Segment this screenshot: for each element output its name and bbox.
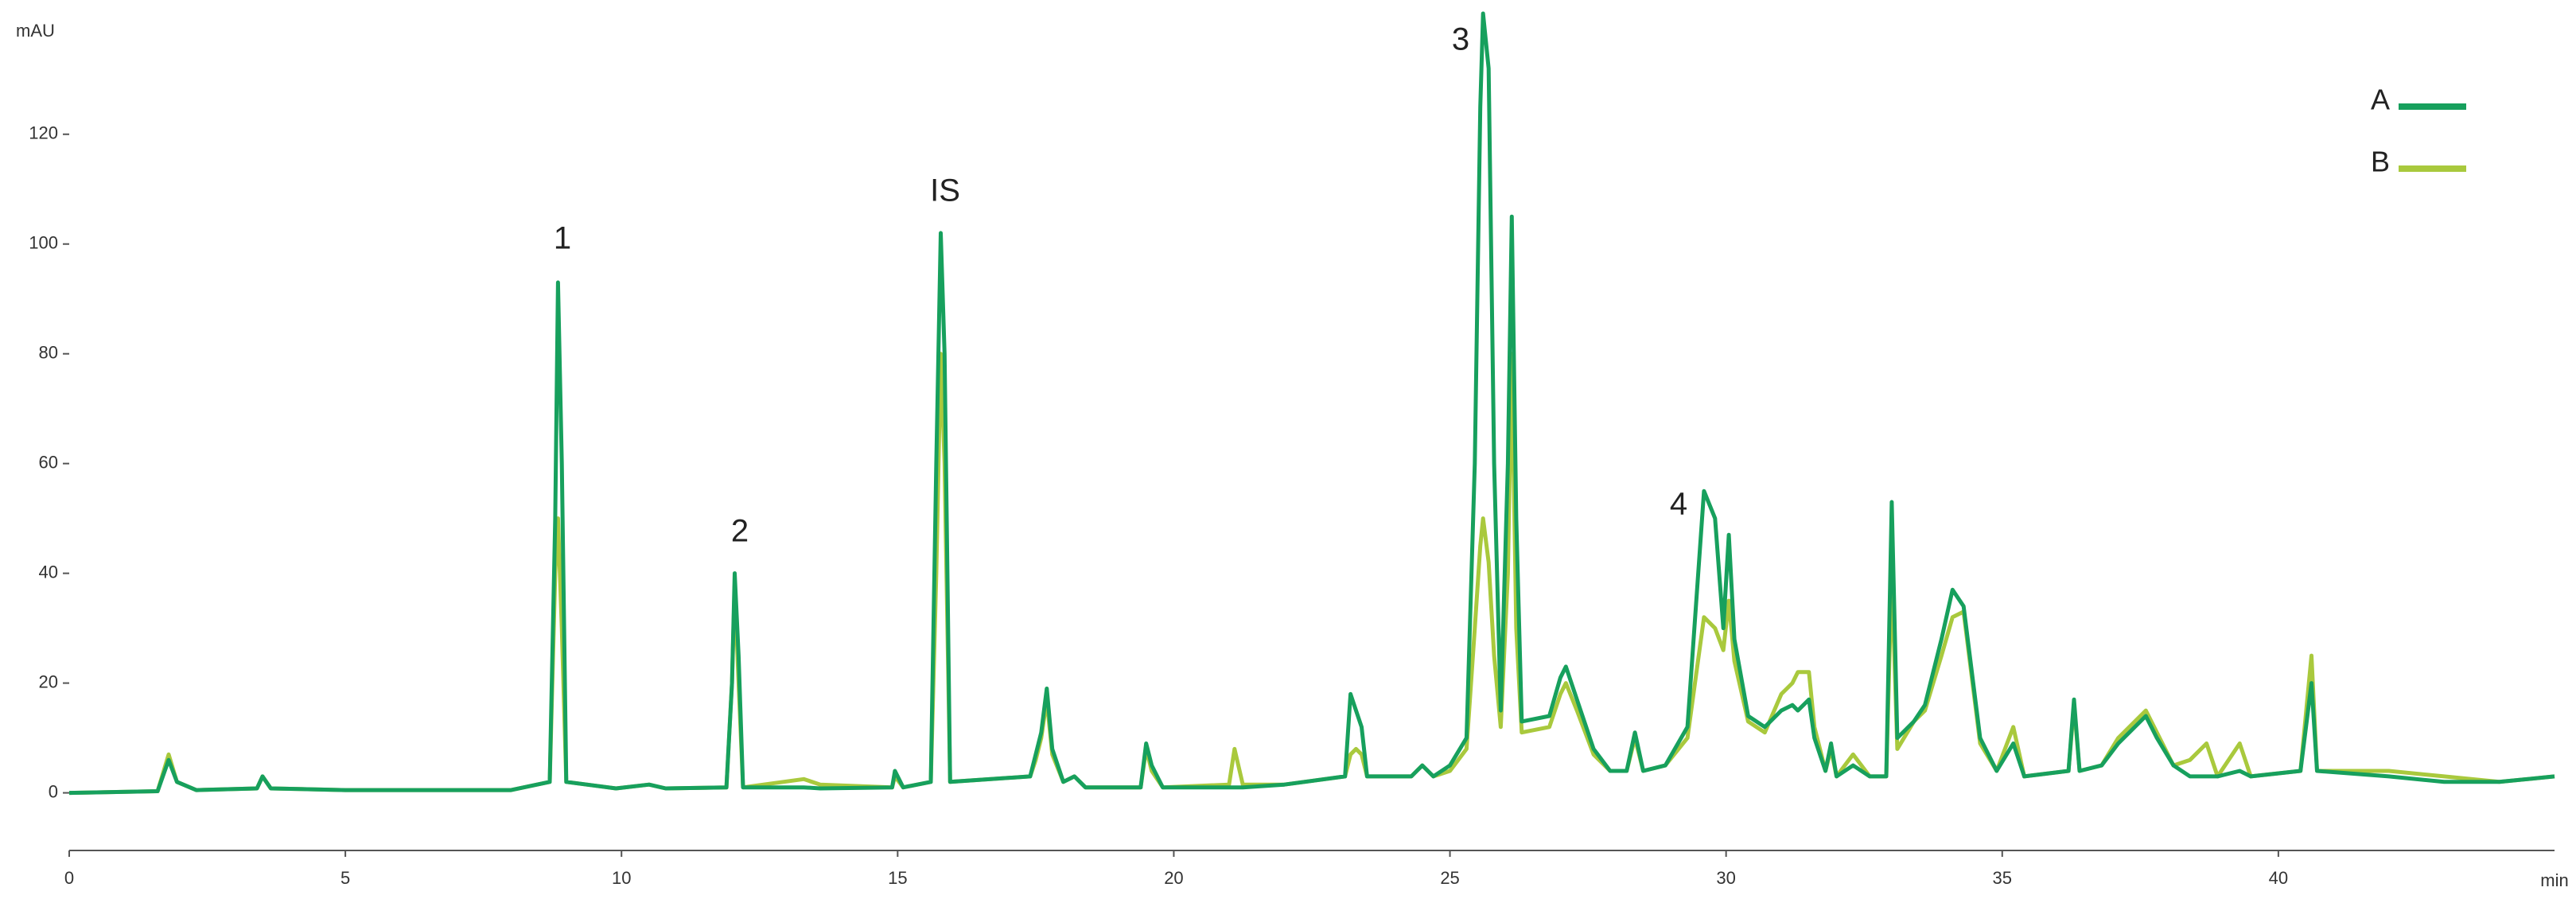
x-tick-label: 20 [1164, 868, 1183, 888]
peak-label: 4 [1670, 487, 1687, 522]
x-tick-label: 15 [888, 868, 907, 888]
legend-label: A [2371, 84, 2390, 116]
y-tick-label: 60 [39, 452, 58, 472]
y-tick-label: 20 [39, 671, 58, 691]
y-tick-label: 100 [29, 233, 58, 253]
x-tick-label: 5 [340, 868, 350, 888]
x-axis-label: min [2540, 870, 2568, 890]
peak-label: 1 [554, 221, 571, 256]
legend-label: B [2371, 146, 2390, 178]
x-tick-label: 0 [64, 868, 74, 888]
series-line [68, 352, 2555, 796]
x-tick-label: 10 [612, 868, 631, 888]
y-tick-label: 120 [29, 123, 58, 143]
peak-label: 3 [1452, 22, 1469, 57]
x-tick-label: 25 [1440, 868, 1459, 888]
peak-label: IS [930, 173, 960, 208]
y-tick-label: 80 [39, 343, 58, 363]
x-tick-label: 40 [2269, 868, 2288, 888]
series-line [68, 11, 2555, 796]
x-tick-label: 30 [1716, 868, 1735, 888]
x-tick-label: 35 [1993, 868, 2012, 888]
y-tick-label: 40 [39, 562, 58, 582]
y-axis-label: mAU [16, 21, 55, 41]
peak-label: 2 [731, 514, 749, 549]
y-tick-label: 0 [49, 781, 58, 801]
